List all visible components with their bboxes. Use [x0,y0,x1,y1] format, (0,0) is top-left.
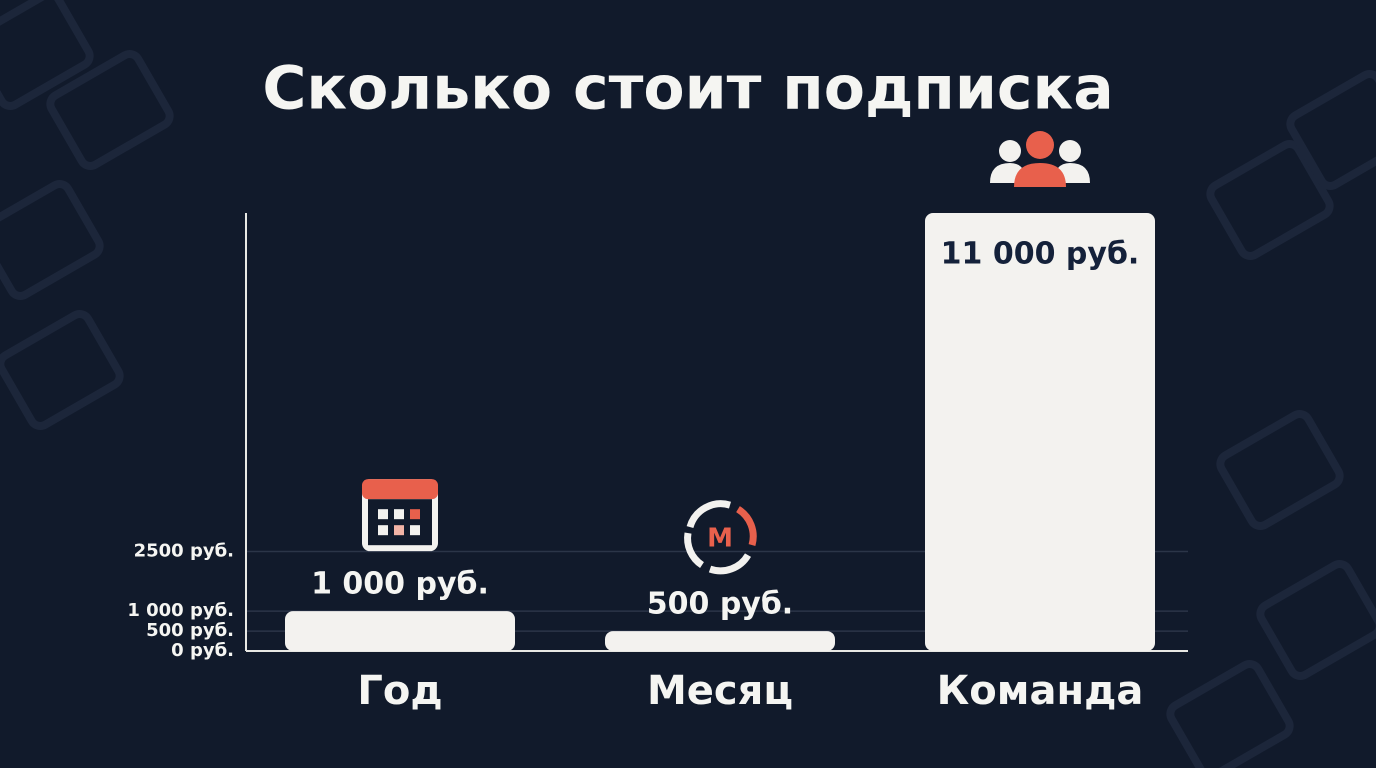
icon-part [684,532,705,569]
x-tick-label: Месяц [647,668,793,714]
icon-part [999,140,1021,162]
y-tick-label: 1 000 руб. [127,600,234,621]
y-tick-label: 0 руб. [171,640,234,661]
icon: М [684,500,757,575]
y-tick-label: 2500 руб. [134,540,234,561]
icon-part [410,509,420,520]
icon-part [378,509,388,520]
value-label: 500 руб. [647,587,793,622]
icon-part [362,479,438,500]
bar [285,611,515,651]
bar [925,213,1155,651]
icon-part [1026,131,1054,159]
icon-part [394,509,404,520]
value-label: 1 000 руб. [311,567,489,602]
icon-part [708,553,752,575]
icon-part [686,500,732,529]
chart-title: Сколько стоит подписка [262,54,1113,124]
icon-part [394,525,404,536]
bar [605,631,835,651]
icon [362,479,438,552]
icon-part [735,506,757,547]
icon-part [1059,140,1081,162]
y-tick-label: 500 руб. [146,620,234,641]
icon-letter: М [707,524,733,554]
icon-part [378,525,388,536]
icon-part [1014,163,1066,187]
icon [990,131,1090,187]
value-label: 11 000 руб. [941,237,1140,272]
x-tick-label: Год [357,668,442,714]
x-tick-label: Команда [937,668,1144,714]
icon-part [410,525,420,536]
icon-part [368,499,432,546]
